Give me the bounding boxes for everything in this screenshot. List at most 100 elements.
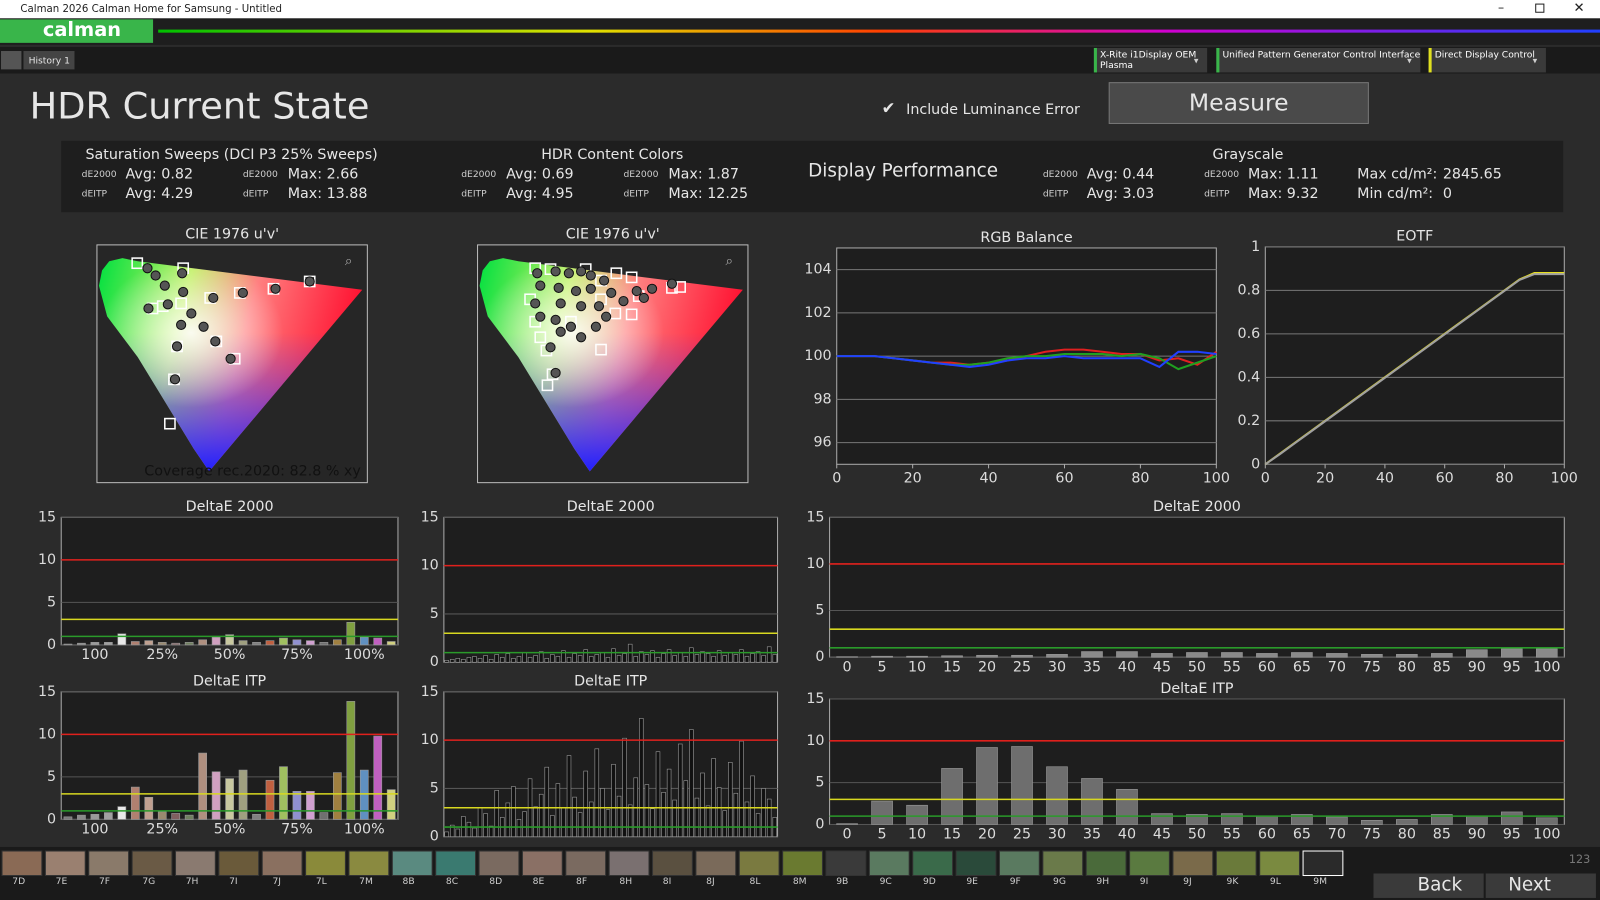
device-dropdown[interactable] bbox=[1093, 47, 1208, 73]
swatch[interactable] bbox=[305, 850, 346, 877]
bar bbox=[976, 747, 998, 825]
close[interactable]: ✕ bbox=[1573, 1, 1584, 16]
zoom-icon[interactable]: ⌕ bbox=[345, 254, 352, 269]
swatch[interactable] bbox=[1302, 850, 1344, 877]
bar bbox=[538, 793, 544, 838]
bar bbox=[225, 634, 234, 646]
measured-point bbox=[606, 287, 617, 299]
logo-box[interactable] bbox=[0, 19, 154, 43]
next-button[interactable] bbox=[1485, 873, 1596, 898]
measured-point bbox=[532, 268, 543, 279]
swatch[interactable] bbox=[521, 850, 563, 877]
swatch[interactable] bbox=[1129, 850, 1170, 877]
y-tick-label: 5 bbox=[47, 769, 56, 785]
bar bbox=[494, 654, 499, 663]
measured-point bbox=[150, 270, 161, 281]
target-point bbox=[131, 257, 144, 270]
checkbox[interactable]: ✔ bbox=[882, 99, 896, 118]
swatch[interactable] bbox=[695, 850, 737, 877]
swatch[interactable] bbox=[44, 850, 86, 877]
bar bbox=[63, 643, 73, 646]
swatch-label: 8H bbox=[619, 876, 632, 887]
bar bbox=[871, 655, 893, 658]
bar bbox=[538, 651, 544, 663]
bar bbox=[1396, 654, 1418, 658]
x-tick-label: 20 bbox=[978, 827, 996, 843]
swatch-label: 8M bbox=[793, 876, 807, 887]
swatch[interactable] bbox=[218, 850, 260, 877]
bar bbox=[1291, 652, 1313, 658]
swatch[interactable] bbox=[1085, 850, 1127, 877]
bar bbox=[373, 637, 383, 646]
bar bbox=[750, 775, 755, 838]
measured-point bbox=[618, 296, 629, 307]
bar bbox=[1466, 649, 1488, 658]
x-tick-label: 35 bbox=[1083, 659, 1101, 675]
device-dropdown[interactable] bbox=[1216, 47, 1421, 73]
tab[interactable] bbox=[23, 51, 75, 70]
swatch[interactable] bbox=[348, 850, 390, 877]
swatch[interactable] bbox=[435, 850, 477, 877]
bar bbox=[700, 772, 705, 838]
swatch[interactable] bbox=[782, 850, 823, 877]
swatch[interactable] bbox=[868, 850, 910, 877]
bar bbox=[516, 656, 522, 663]
swatch[interactable] bbox=[652, 850, 693, 877]
zoom-icon[interactable]: ⌕ bbox=[726, 254, 733, 269]
bar bbox=[627, 804, 633, 838]
swatch[interactable] bbox=[998, 850, 1040, 877]
swatch[interactable] bbox=[1259, 850, 1300, 877]
chart-title: DeltaE 2000 bbox=[186, 499, 274, 515]
swatch[interactable] bbox=[478, 850, 520, 877]
y-tick-label: 15 bbox=[421, 509, 439, 525]
page-title: HDR Current State bbox=[30, 85, 370, 128]
swatch[interactable] bbox=[955, 850, 997, 877]
metric-label: dEITP bbox=[82, 188, 108, 199]
y-tick-label: 15 bbox=[38, 684, 56, 700]
bar bbox=[600, 788, 605, 838]
swatch[interactable] bbox=[1, 850, 43, 877]
x-tick-label: 30 bbox=[1048, 659, 1066, 675]
measured-point bbox=[646, 283, 658, 294]
swatch[interactable] bbox=[825, 850, 867, 877]
swatch[interactable] bbox=[565, 850, 607, 877]
swatch[interactable] bbox=[1172, 850, 1214, 877]
back-button[interactable] bbox=[1373, 873, 1484, 898]
minimize[interactable]: – bbox=[1498, 1, 1504, 15]
swatch[interactable] bbox=[131, 850, 173, 877]
bar bbox=[594, 748, 600, 838]
measured-point bbox=[210, 336, 221, 347]
swatch[interactable] bbox=[1042, 850, 1084, 877]
measure-button[interactable] bbox=[1108, 82, 1369, 124]
bar bbox=[1151, 653, 1173, 658]
swatch[interactable] bbox=[88, 850, 130, 877]
swatch-label: 8D bbox=[489, 876, 502, 887]
maximize[interactable] bbox=[1535, 3, 1545, 13]
bar bbox=[505, 802, 511, 838]
metric-value: Max: 2.66 bbox=[288, 166, 359, 182]
x-tick-label: 25% bbox=[146, 822, 178, 838]
swatch[interactable] bbox=[175, 850, 216, 877]
device-label: Unified Pattern Generator Control Interf… bbox=[1222, 50, 1420, 61]
device-status bbox=[1428, 47, 1432, 73]
swatch[interactable] bbox=[608, 850, 650, 877]
coverage-note: Coverage rec.2020: 82.8 % xy bbox=[144, 463, 361, 479]
swatch-label: 8B bbox=[403, 876, 415, 887]
play-tab[interactable] bbox=[1, 51, 22, 70]
measured-point bbox=[270, 283, 281, 294]
y-tick-label: 0 bbox=[430, 829, 439, 845]
swatch[interactable] bbox=[1215, 850, 1257, 877]
measured-point bbox=[535, 311, 546, 322]
x-tick-label: 80 bbox=[1398, 827, 1416, 843]
swatch[interactable] bbox=[912, 850, 954, 877]
swatch[interactable] bbox=[261, 850, 303, 877]
swatch[interactable] bbox=[738, 850, 780, 877]
device-dropdown[interactable] bbox=[1428, 47, 1546, 73]
summary-panel bbox=[61, 140, 1564, 213]
bar bbox=[306, 640, 315, 646]
swatch[interactable] bbox=[391, 850, 433, 877]
metric-value: 0 bbox=[1443, 186, 1452, 202]
metric-value: Max: 13.88 bbox=[288, 186, 368, 202]
bar bbox=[941, 768, 963, 825]
bar bbox=[639, 718, 644, 838]
